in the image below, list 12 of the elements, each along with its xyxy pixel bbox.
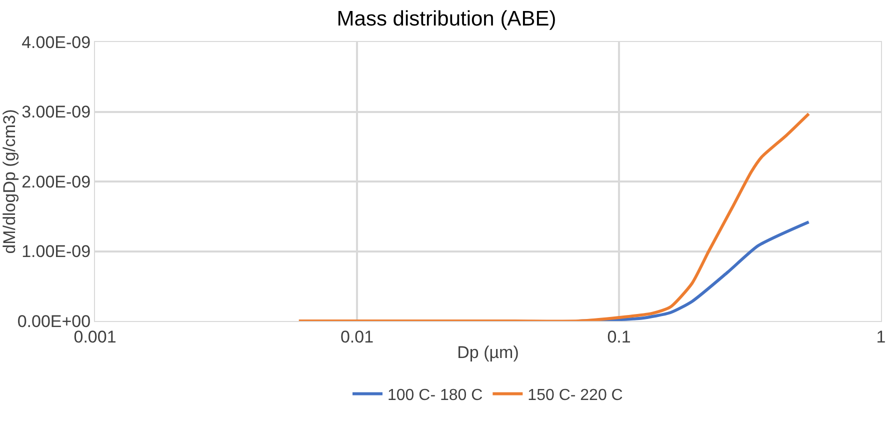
y-axis-title: dM/dlogDp (g/cm3)	[0, 109, 19, 254]
x-tick-label: 0.1	[607, 327, 631, 346]
legend-label: 100 C- 180 C	[388, 386, 483, 404]
chart-title: Mass distribution (ABE)	[336, 7, 556, 30]
x-tick-label: 1	[876, 327, 886, 346]
y-tick-label: 4.00E-09	[22, 32, 91, 52]
legend-label: 150 C- 220 C	[528, 386, 623, 404]
x-axis-title: Dp (µm)	[457, 342, 519, 362]
y-tick-label: 2.00E-09	[22, 172, 91, 192]
y-tick-label: 1.00E-09	[22, 242, 91, 262]
y-tick-label: 3.00E-09	[22, 102, 91, 122]
x-tick-label: 0.01	[340, 327, 374, 346]
